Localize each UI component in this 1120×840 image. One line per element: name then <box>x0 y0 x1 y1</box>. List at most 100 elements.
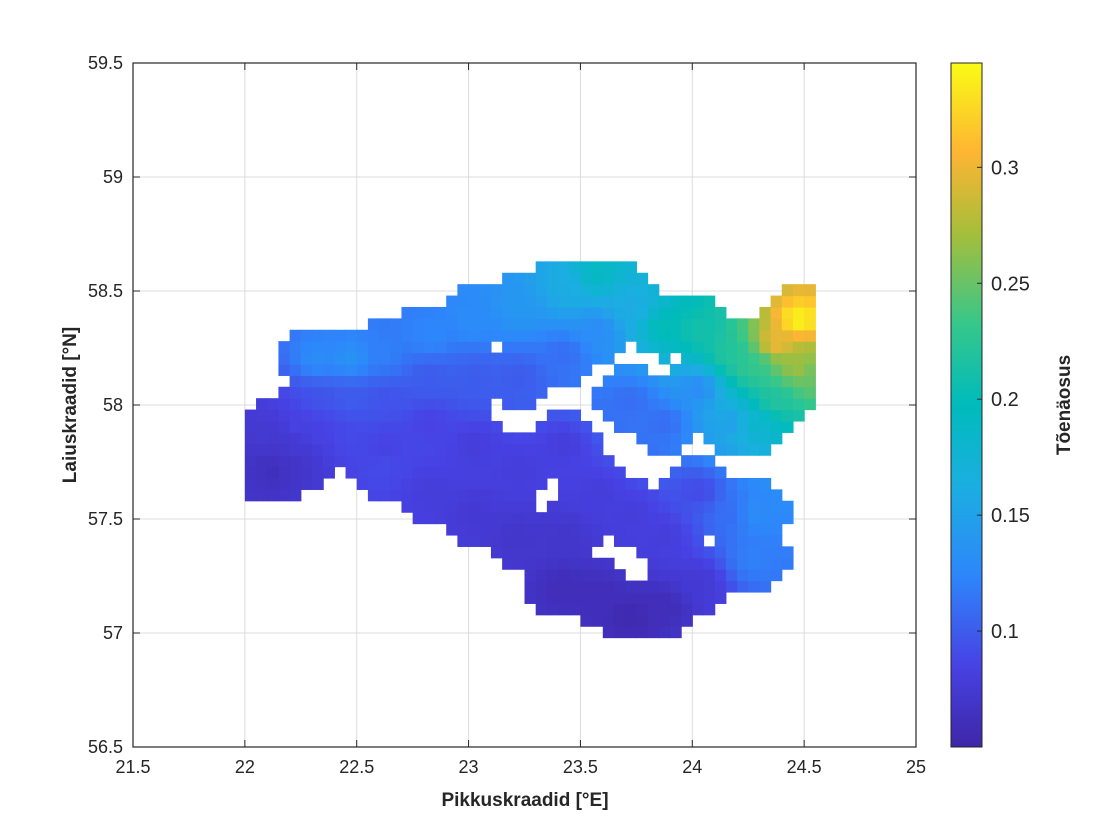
heatmap-cell <box>468 489 481 502</box>
heatmap-cell <box>781 500 794 513</box>
heatmap-cell <box>558 284 570 297</box>
heatmap-cell <box>513 318 526 331</box>
heatmap-cell <box>625 477 637 490</box>
heatmap-cell <box>781 409 794 422</box>
heatmap-cell <box>725 443 738 456</box>
heatmap-cell <box>625 614 637 627</box>
heatmap-cell <box>513 272 526 285</box>
heatmap-cell <box>658 569 671 582</box>
heatmap-cell <box>725 546 738 559</box>
heatmap-cell <box>323 363 335 376</box>
heatmap-cell <box>714 409 727 422</box>
heatmap-cell <box>602 466 615 479</box>
heatmap-cell <box>558 591 570 604</box>
heatmap-cell <box>345 352 358 365</box>
heatmap-cell <box>703 329 716 342</box>
heatmap-cell <box>323 420 335 433</box>
heatmap-cell <box>390 386 403 399</box>
heatmap-cell <box>390 375 403 388</box>
heatmap-cell <box>513 375 526 388</box>
heatmap-cell <box>457 284 470 297</box>
heatmap-cell <box>546 546 559 559</box>
heatmap-cell <box>669 500 682 513</box>
heatmap-cell <box>658 603 671 616</box>
heatmap-cell <box>625 306 637 319</box>
heatmap-cell <box>669 603 682 616</box>
heatmap-cell <box>513 341 526 354</box>
heatmap-cell <box>681 614 693 627</box>
heatmap-cell <box>546 603 559 616</box>
heatmap-cell <box>569 284 582 297</box>
heatmap-cell <box>759 443 772 456</box>
heatmap-cell <box>725 512 738 525</box>
heatmap-cell <box>412 466 425 479</box>
heatmap-cell <box>692 455 705 468</box>
heatmap-cell <box>546 534 559 547</box>
heatmap-cell <box>591 329 604 342</box>
heatmap-cell <box>311 420 324 433</box>
colorbar-tick-label: 0.1 <box>991 621 1019 643</box>
heatmap-cell <box>502 489 514 502</box>
x-tick-label: 24.5 <box>787 757 822 777</box>
heatmap-cell <box>602 512 615 525</box>
heatmap-cell <box>714 398 727 411</box>
heatmap-cell <box>300 466 313 479</box>
heatmap-cell <box>356 386 369 399</box>
heatmap-cell <box>725 432 738 445</box>
heatmap-cell <box>613 306 626 319</box>
heatmap-cell <box>490 477 503 490</box>
heatmap-cell <box>602 580 615 593</box>
heatmap-cell <box>692 398 705 411</box>
heatmap-cell <box>759 557 772 570</box>
heatmap-cell <box>513 557 526 570</box>
heatmap-cell <box>423 329 436 342</box>
heatmap-cell <box>647 512 660 525</box>
heatmap-cell <box>479 318 492 331</box>
heatmap-cell <box>379 466 391 479</box>
heatmap-cell <box>490 512 503 525</box>
heatmap-cell <box>692 386 705 399</box>
heatmap-cell <box>390 420 403 433</box>
heatmap-cell <box>703 409 716 422</box>
heatmap-cell <box>468 329 481 342</box>
heatmap-cell <box>367 386 380 399</box>
heatmap-cell <box>412 363 425 376</box>
heatmap-cell <box>412 398 425 411</box>
heatmap-cell <box>692 466 705 479</box>
heatmap-cell <box>759 375 772 388</box>
heatmap-cell <box>558 466 570 479</box>
heatmap-cell <box>658 329 671 342</box>
heatmap-cell <box>256 477 268 490</box>
heatmap-cell <box>770 398 783 411</box>
heatmap-cell <box>613 341 626 354</box>
heatmap-cell <box>770 375 783 388</box>
heatmap-cell <box>669 420 682 433</box>
heatmap-cell <box>379 386 391 399</box>
heatmap-cell <box>367 363 380 376</box>
heatmap-cell <box>457 306 470 319</box>
heatmap-cell <box>524 580 537 593</box>
heatmap-cell <box>669 375 682 388</box>
heatmap-cell <box>311 341 324 354</box>
heatmap-cell <box>256 455 268 468</box>
heatmap-cell <box>580 420 593 433</box>
heatmap-cell <box>591 261 604 274</box>
heatmap-cell <box>636 398 649 411</box>
heatmap-cell <box>356 398 369 411</box>
heatmap-cell <box>625 626 637 639</box>
heatmap-cell <box>267 466 280 479</box>
heatmap-cell <box>479 386 492 399</box>
heatmap-cell <box>356 409 369 422</box>
heatmap-cell <box>602 409 615 422</box>
heatmap-cell <box>658 489 671 502</box>
heatmap-cell <box>658 432 671 445</box>
heatmap-cell <box>490 295 503 308</box>
heatmap-cell <box>714 386 727 399</box>
heatmap-cell <box>658 523 671 536</box>
heatmap-cell <box>256 420 268 433</box>
heatmap-cell <box>625 580 637 593</box>
heatmap-cell <box>748 569 760 582</box>
heatmap-cell <box>725 523 738 536</box>
heatmap-cell <box>625 512 637 525</box>
heatmap-cell <box>535 329 548 342</box>
